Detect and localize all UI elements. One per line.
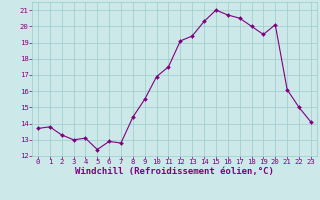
X-axis label: Windchill (Refroidissement éolien,°C): Windchill (Refroidissement éolien,°C) <box>75 167 274 176</box>
